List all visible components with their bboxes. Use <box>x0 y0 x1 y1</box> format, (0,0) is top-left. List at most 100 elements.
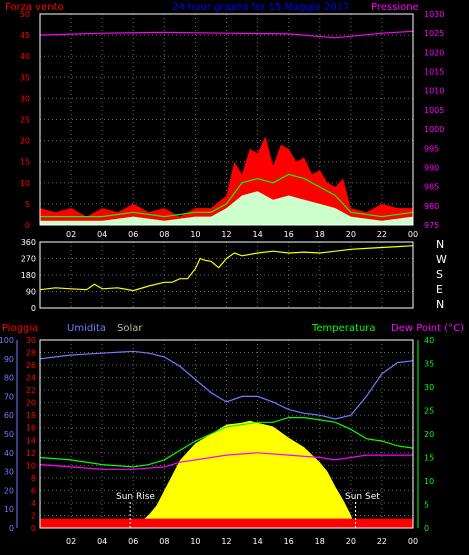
x-tick-label: 10 <box>190 230 200 239</box>
x-tick-label: 14 <box>252 537 262 546</box>
rain-area <box>40 518 413 528</box>
pressure-tick-label: 975 <box>424 221 439 230</box>
rain-tick-label: 2 <box>31 511 36 520</box>
humidity-tick-label: 40 <box>4 449 14 458</box>
x-tick-label: 06 <box>128 537 138 546</box>
solar-area <box>40 420 413 528</box>
humidity-tick-label: 30 <box>4 468 14 477</box>
pressure-tick-label: 985 <box>424 183 439 192</box>
x-tick-label: 00 <box>408 230 418 239</box>
average-wind-area <box>40 191 413 225</box>
temperature-tick-label: 30 <box>424 383 434 392</box>
x-tick-label: 10 <box>190 537 200 546</box>
gust-line <box>40 173 414 218</box>
x-tick-label: 20 <box>346 537 356 546</box>
x-tick-label: 04 <box>97 230 107 239</box>
chart-title: 24 hour graphs for 15 Maggio 2017 <box>172 2 349 13</box>
humidity-line <box>39 350 414 420</box>
direction-label-s: S <box>436 268 443 281</box>
x-tick-label: 04 <box>97 537 107 546</box>
x-tick-label: 22 <box>377 230 387 239</box>
humidity-tick-label: 100 <box>0 336 14 345</box>
x-tick-label: 18 <box>315 230 325 239</box>
rain-tick-label: 28 <box>26 349 36 358</box>
wind-tick-label: 15 <box>20 158 30 167</box>
wind-tick-label: 45 <box>20 31 30 40</box>
temperature-tick-label: 5 <box>424 501 429 510</box>
rain-tick-label: 4 <box>31 499 36 508</box>
humidity-axis-title: Umidita <box>67 323 106 334</box>
pressure-line <box>39 30 414 39</box>
temperature-tick-label: 35 <box>424 360 434 369</box>
direction-tick-label: 180 <box>21 271 36 280</box>
pressure-axis-title: Pressione <box>371 2 419 13</box>
direction-label-e: E <box>436 283 443 296</box>
chart-marks: 5045403530252015105010301025102010151010… <box>0 10 444 546</box>
humidity-tick-label: 0 <box>9 524 14 533</box>
direction-tick-label: 360 <box>21 238 36 247</box>
rain-tick-label: 16 <box>26 424 36 433</box>
direction-tick-label: 0 <box>31 304 36 313</box>
rain-tick-label: 0 <box>31 524 36 533</box>
wind-tick-label: 50 <box>20 10 30 19</box>
x-tick-label: 16 <box>284 537 294 546</box>
x-tick-label: 16 <box>284 230 294 239</box>
humidity-tick-label: 60 <box>4 411 14 420</box>
direction-line <box>39 245 414 292</box>
pressure-tick-label: 980 <box>424 202 439 211</box>
pressure-tick-label: 1005 <box>424 106 444 115</box>
rain-tick-label: 30 <box>26 336 36 345</box>
wind-tick-label: 5 <box>25 200 30 209</box>
pressure-tick-label: 1010 <box>424 87 444 96</box>
x-tick-label: 06 <box>128 230 138 239</box>
pressure-tick-label: 1030 <box>424 10 444 19</box>
pressure-tick-label: 1025 <box>424 29 444 38</box>
rain-tick-label: 18 <box>26 411 36 420</box>
dewpoint-line <box>39 452 413 470</box>
x-tick-label: 02 <box>66 537 76 546</box>
sunset-annotation: Sun Set <box>345 492 380 502</box>
rain-tick-label: 26 <box>26 361 36 370</box>
x-tick-label: 14 <box>252 230 262 239</box>
humidity-tick-label: 50 <box>4 430 14 439</box>
temperature-tick-label: 15 <box>424 454 434 463</box>
temperature-tick-label: 20 <box>424 430 434 439</box>
x-tick-label: 12 <box>221 230 231 239</box>
rain-tick-label: 22 <box>26 386 36 395</box>
rain-tick-label: 24 <box>26 374 36 383</box>
wind-tick-label: 35 <box>20 73 30 82</box>
pressure-tick-label: 1020 <box>424 48 444 57</box>
pressure-tick-label: 1000 <box>424 125 444 134</box>
wind-tick-label: 30 <box>20 94 30 103</box>
wind-panel-frame <box>39 13 414 226</box>
rain-tick-label: 10 <box>26 461 36 470</box>
temperature-tick-label: 0 <box>424 524 429 533</box>
wind-tick-label: 10 <box>20 179 30 188</box>
rain-panel-frame <box>39 339 414 529</box>
rain-tick-label: 12 <box>26 449 36 458</box>
wind-tick-label: 25 <box>20 116 30 125</box>
direction-label-n-top: N <box>436 238 444 251</box>
x-tick-label: 20 <box>346 230 356 239</box>
dewpoint-axis-title: Dew Point (°C) <box>391 323 464 334</box>
x-tick-label: 22 <box>377 537 387 546</box>
rain-tick-label: 14 <box>26 436 36 445</box>
wind-tick-label: 20 <box>20 137 30 146</box>
solar-axis-title: Solar <box>117 323 143 334</box>
humidity-tick-label: 10 <box>4 505 14 514</box>
direction-panel-frame <box>39 241 414 309</box>
humidity-tick-label: 90 <box>4 355 14 364</box>
temperature-tick-label: 10 <box>424 477 434 486</box>
direction-tick-label: 270 <box>21 255 36 264</box>
pressure-tick-label: 990 <box>424 163 439 172</box>
pressure-tick-label: 995 <box>424 144 439 153</box>
x-tick-label: 00 <box>408 537 418 546</box>
direction-tick-label: 90 <box>26 288 36 297</box>
x-tick-label: 08 <box>159 537 169 546</box>
temperature-line <box>39 417 414 468</box>
temperature-axis-title: Temperatura <box>311 323 376 334</box>
direction-label-w: W <box>436 253 447 266</box>
sunrise-annotation: Sun Rise <box>116 492 155 502</box>
rain-tick-label: 6 <box>31 486 36 495</box>
